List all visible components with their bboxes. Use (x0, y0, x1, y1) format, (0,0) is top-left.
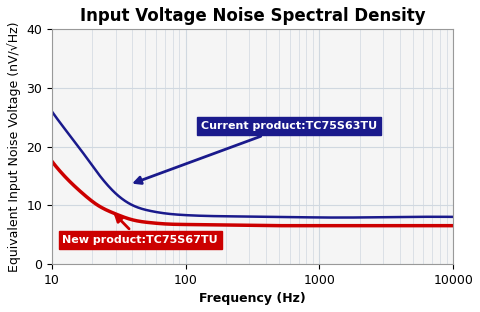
Text: New product:TC75S67TU: New product:TC75S67TU (62, 215, 218, 245)
X-axis label: Frequency (Hz): Frequency (Hz) (199, 292, 306, 305)
Title: Input Voltage Noise Spectral Density: Input Voltage Noise Spectral Density (80, 7, 425, 25)
Y-axis label: Equivalent Input Noise Voltage (nV/√Hz): Equivalent Input Noise Voltage (nV/√Hz) (7, 21, 21, 272)
Text: Current product:TC75S63TU: Current product:TC75S63TU (135, 121, 377, 183)
